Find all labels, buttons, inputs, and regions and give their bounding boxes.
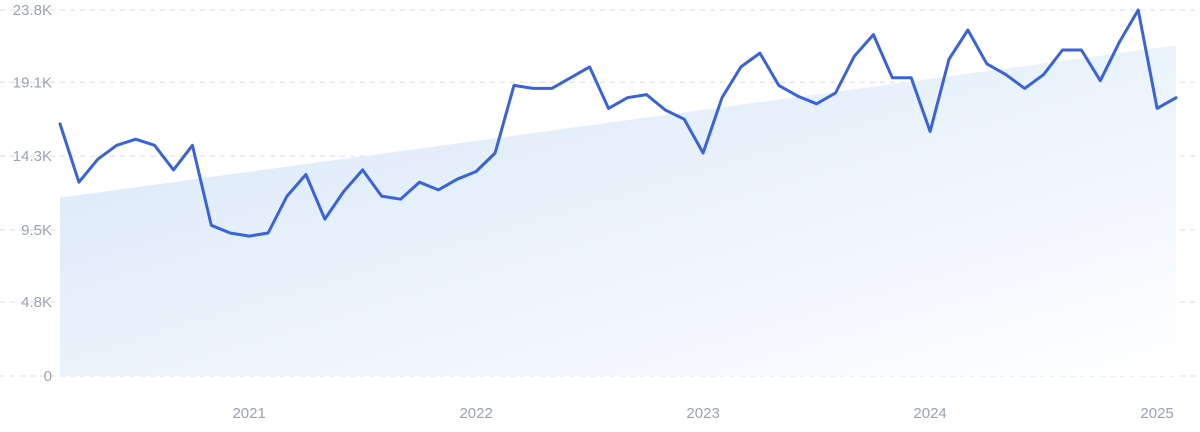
series-line [58, 8, 1178, 238]
y-tick-label: 0 [44, 368, 52, 385]
y-tick-label: 23.8K [13, 2, 52, 19]
y-tick-label: 9.5K [21, 222, 52, 239]
y-tick-label: 14.3K [13, 148, 52, 165]
y-axis-ticks: 0 4.8K 9.5K 14.3K 19.1K 23.8K [13, 2, 52, 385]
y-tick-label: 19.1K [13, 74, 52, 91]
x-tick-label: 2022 [459, 405, 492, 422]
y-tick-label: 4.8K [21, 294, 52, 311]
x-tick-label: 2023 [686, 405, 719, 422]
x-tick-label: 2025 [1140, 405, 1173, 422]
x-axis-ticks: 2021 2022 2023 2024 2025 [232, 405, 1173, 422]
x-tick-label: 2021 [232, 405, 265, 422]
trend-area [60, 45, 1176, 376]
x-tick-label: 2024 [913, 405, 946, 422]
